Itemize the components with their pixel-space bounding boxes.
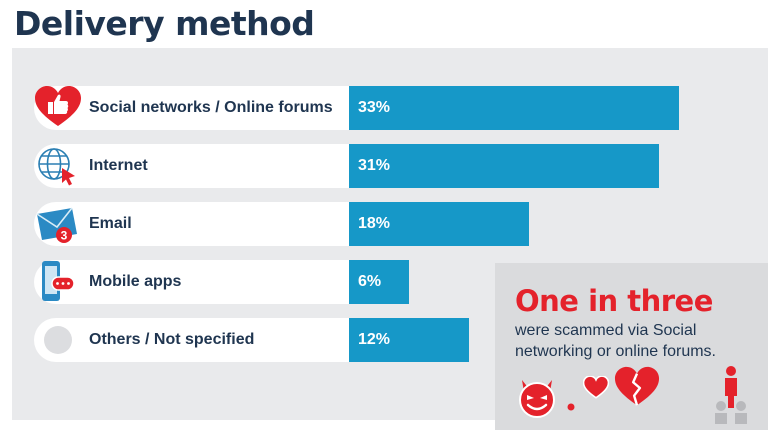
- bar-value-label: 31%: [358, 157, 391, 174]
- callout-text: were scammed via Social networking or on…: [515, 322, 716, 360]
- bar-value-label: 33%: [358, 99, 391, 116]
- row-background: [34, 144, 368, 188]
- row-background: [34, 86, 368, 130]
- notification-count: 3: [61, 229, 68, 243]
- dot-icon: [567, 398, 575, 416]
- heart-thumbs-up-icon: [34, 86, 82, 130]
- category-label: Social networks / Online forums: [89, 99, 333, 116]
- row-background: [34, 260, 368, 304]
- bar-value-label: 12%: [358, 331, 391, 348]
- bar: [349, 144, 659, 188]
- callout-headline: One in three: [515, 284, 713, 318]
- circle-placeholder-icon: [34, 318, 82, 362]
- category-label: Internet: [89, 157, 148, 174]
- broken-heart-icon: [614, 366, 660, 415]
- bar-value-label: 6%: [358, 273, 382, 290]
- category-label: Others / Not specified: [89, 331, 255, 348]
- category-label: Mobile apps: [89, 273, 182, 290]
- page-title: Delivery method: [14, 4, 315, 43]
- bar: [349, 260, 409, 304]
- envelope-icon: 3: [34, 202, 82, 246]
- smartphone-chat-icon: [34, 260, 82, 304]
- bar: [349, 86, 679, 130]
- bar: [349, 318, 469, 362]
- devil-face-icon: [515, 376, 559, 425]
- people-icon: [708, 364, 754, 430]
- row-background: [34, 318, 368, 362]
- small-heart-icon: [582, 375, 610, 405]
- bar: [349, 202, 529, 246]
- bar-value-label: 18%: [358, 215, 391, 232]
- row-background: [34, 202, 368, 246]
- globe-cursor-icon: [34, 144, 82, 188]
- category-label: Email: [89, 215, 132, 232]
